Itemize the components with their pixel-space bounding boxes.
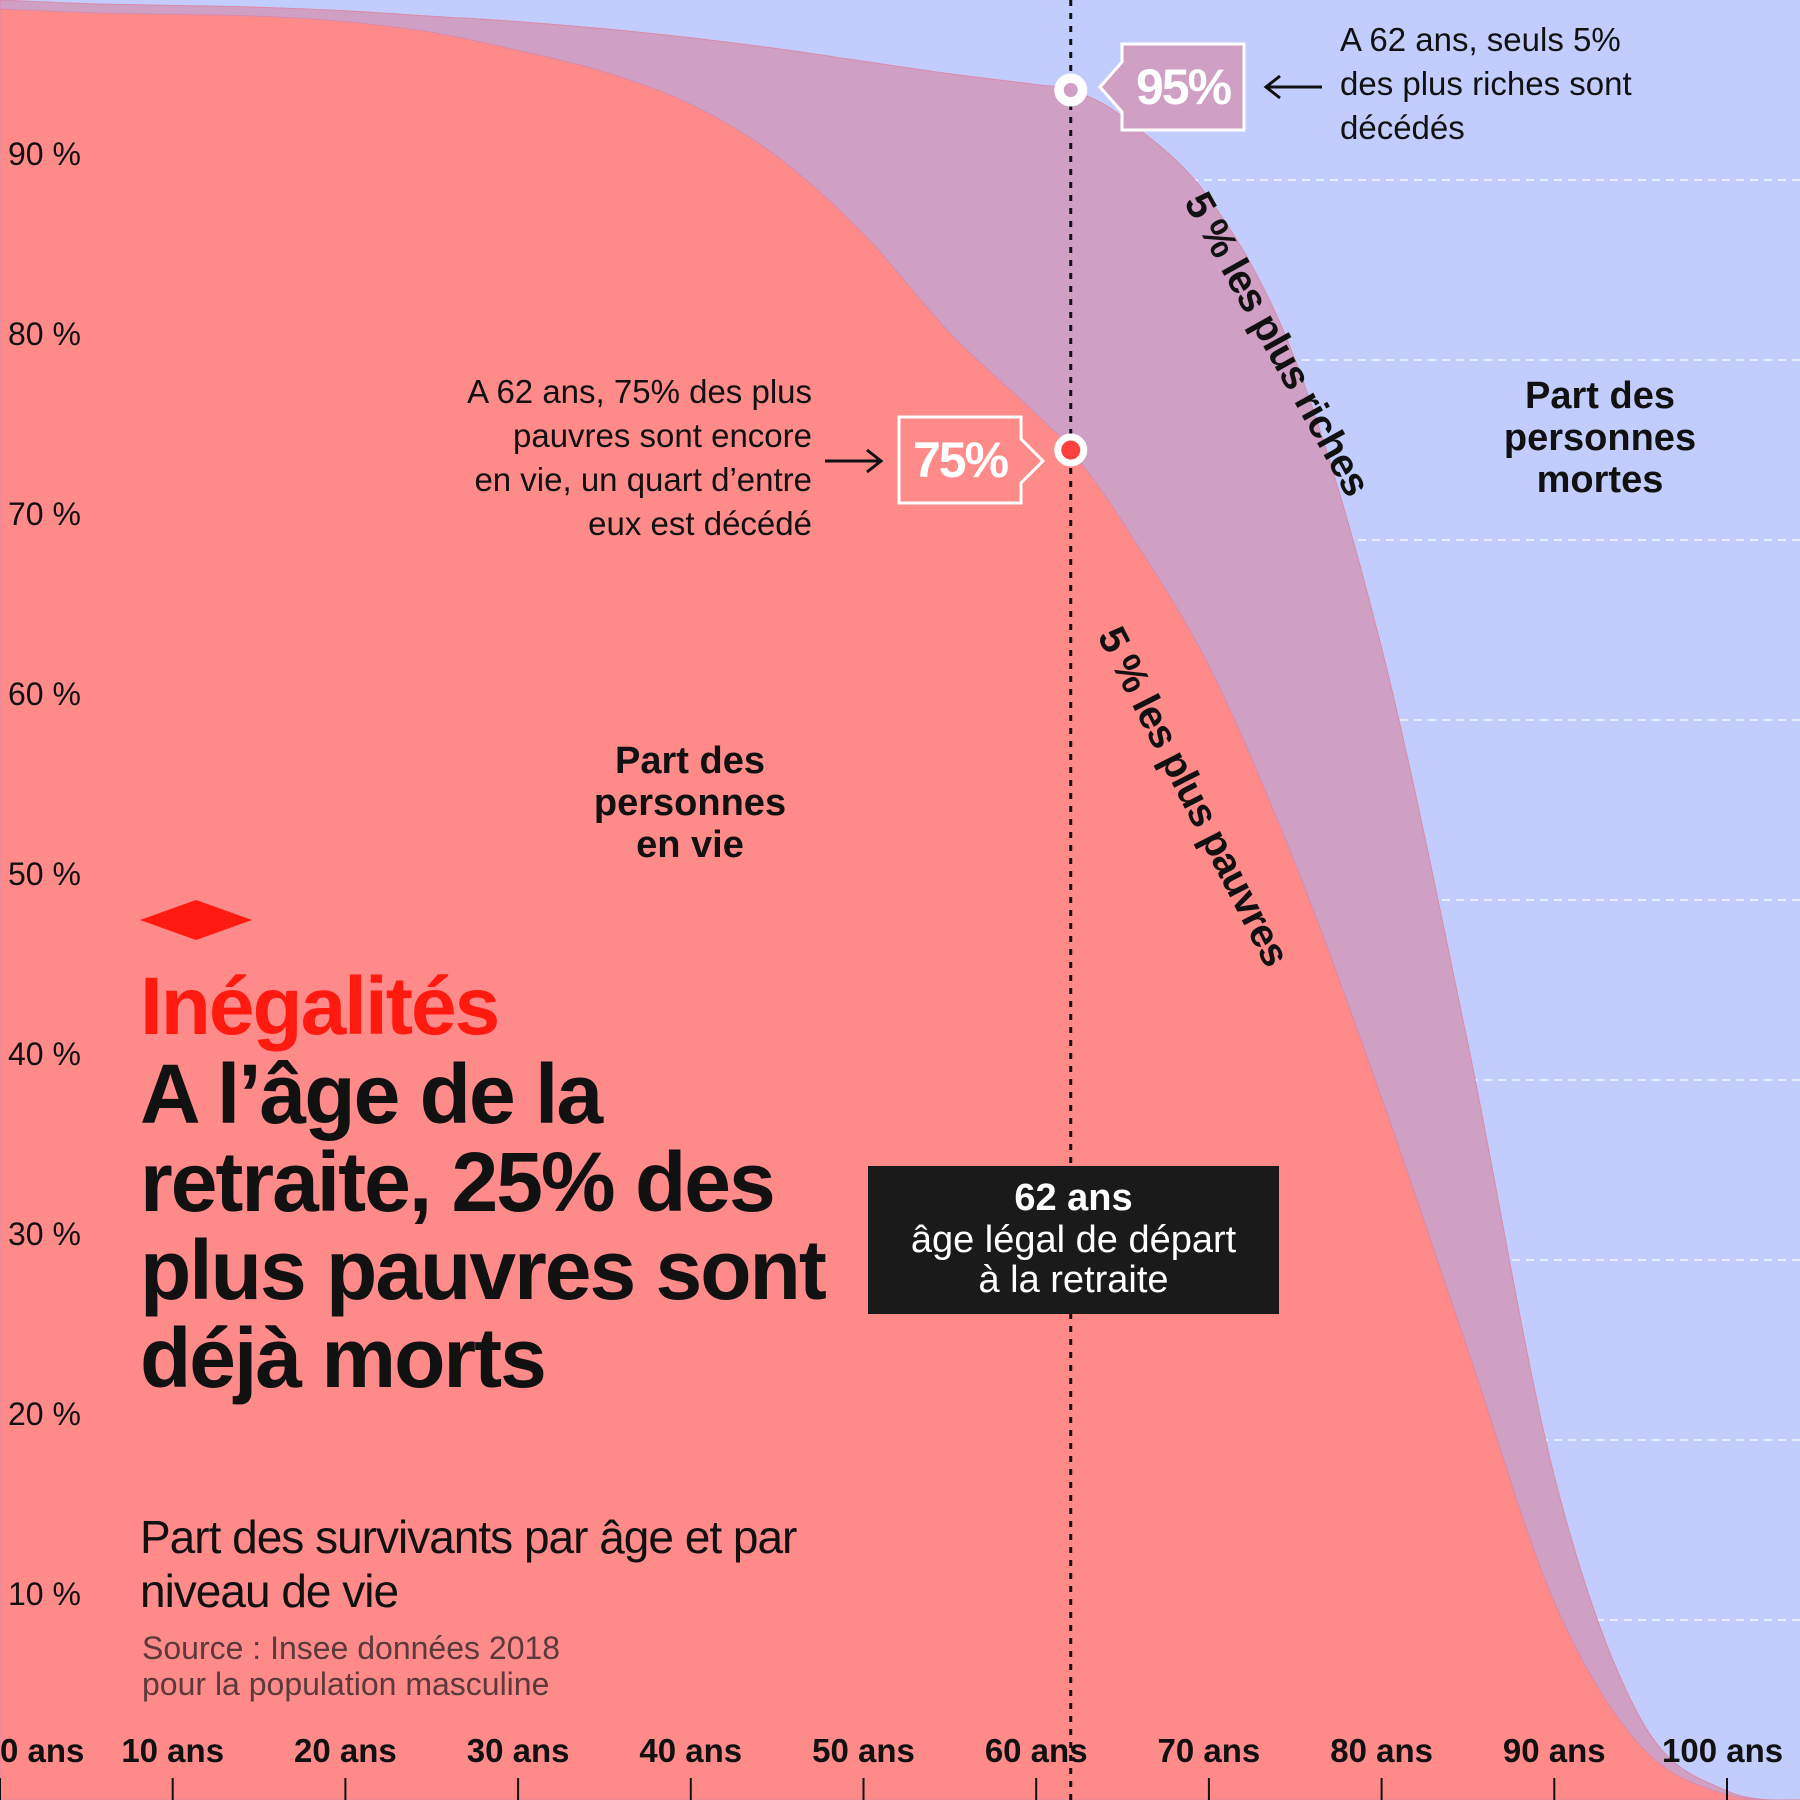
note-poorest-line1: A 62 ans, 75% des plus [467,373,812,410]
label-alive-line3: en vie [636,824,744,866]
badge-95-shape [1098,42,1246,132]
x-tick-label: 0 ans [0,1732,85,1769]
x-tick-label: 10 ans [121,1732,225,1769]
subtitle: Part des survivants par âge et par nivea… [140,1511,797,1617]
x-tick-label: 50 ans [812,1732,915,1769]
y-tick-label: 40 % [8,1036,81,1072]
badge-95-label: 95% [1135,59,1232,115]
note-richest-line2: des plus riches sont [1340,65,1632,102]
y-tick-label: 60 % [8,676,81,712]
note-richest-line3: décédés [1340,109,1465,146]
label-dead-line3: mortes [1536,459,1664,501]
y-tick-label: 20 % [8,1396,81,1432]
source: Source : Insee données 2018 pour la popu… [142,1630,560,1702]
markers [1054,73,1088,467]
note-poorest: A 62 ans, 75% des plus pauvres sont enco… [380,370,812,546]
source-line2: pour la population masculine [142,1666,550,1702]
label-dead-line2: personnes [1503,417,1697,459]
note-poorest-line3: en vie, un quart d’entre [474,461,812,498]
x-tick-label: 90 ans [1502,1732,1606,1769]
headline: A l’âge de la retraite, 25% des plus pau… [140,1047,827,1405]
retirement-age-text-line2: à la retraite [978,1259,1169,1301]
area-poorest-5pct [0,8,1800,1800]
x-tick-label: 40 ans [639,1732,743,1769]
x-tick-label: 100 ans [1662,1732,1784,1769]
x-tick-label: 60 ans [984,1732,1088,1769]
y-tick-label: 70 % [8,496,81,532]
label-alive: Part des personnes en vie [560,740,820,866]
y-tick-label: 30 % [8,1216,81,1252]
source-line1: Source : Insee données 2018 [142,1630,561,1666]
x-tick-label: 70 ans [1157,1732,1261,1769]
marker-point-inner [1063,83,1078,97]
note-poorest-line2: pauvres sont encore [512,417,812,454]
retirement-age-text-line1: âge légal de départ [910,1219,1237,1261]
badge-75-shape [897,415,1046,505]
y-tick-label: 90 % [8,136,81,172]
label-dead: Part des personnes mortes [1465,375,1735,501]
arrow-poor-icon [825,448,884,474]
note-richest-line1: A 62 ans, seuls 5% [1340,21,1621,58]
y-tick-label: 10 % [8,1576,81,1612]
badge-75-label: 75% [912,432,1009,488]
x-tick-label: 30 ans [466,1732,570,1769]
diamond-icon [140,900,252,940]
label-alive-line1: Part des [615,740,765,782]
note-poorest-line4: eux est décédé [588,505,812,542]
x-tick-label: 20 ans [294,1732,397,1769]
y-tick-label: 50 % [8,856,81,892]
x-tick-label: 80 ans [1330,1732,1433,1769]
label-dead-line1: Part des [1525,375,1675,417]
label-alive-line2: personnes [593,782,787,824]
y-tick-label: 80 % [8,316,81,352]
retirement-age-value: 62 ans [1014,1177,1133,1219]
note-richest: A 62 ans, seuls 5% des plus riches sont … [1340,18,1780,150]
kicker: Inégalités [140,961,500,1052]
x-axis-ticks [0,1778,1728,1800]
arrow-rich-icon [1263,74,1322,100]
marker-point [1054,433,1088,467]
retirement-age-box: 62 ans âge légal de départ à la retraite [868,1166,1279,1314]
